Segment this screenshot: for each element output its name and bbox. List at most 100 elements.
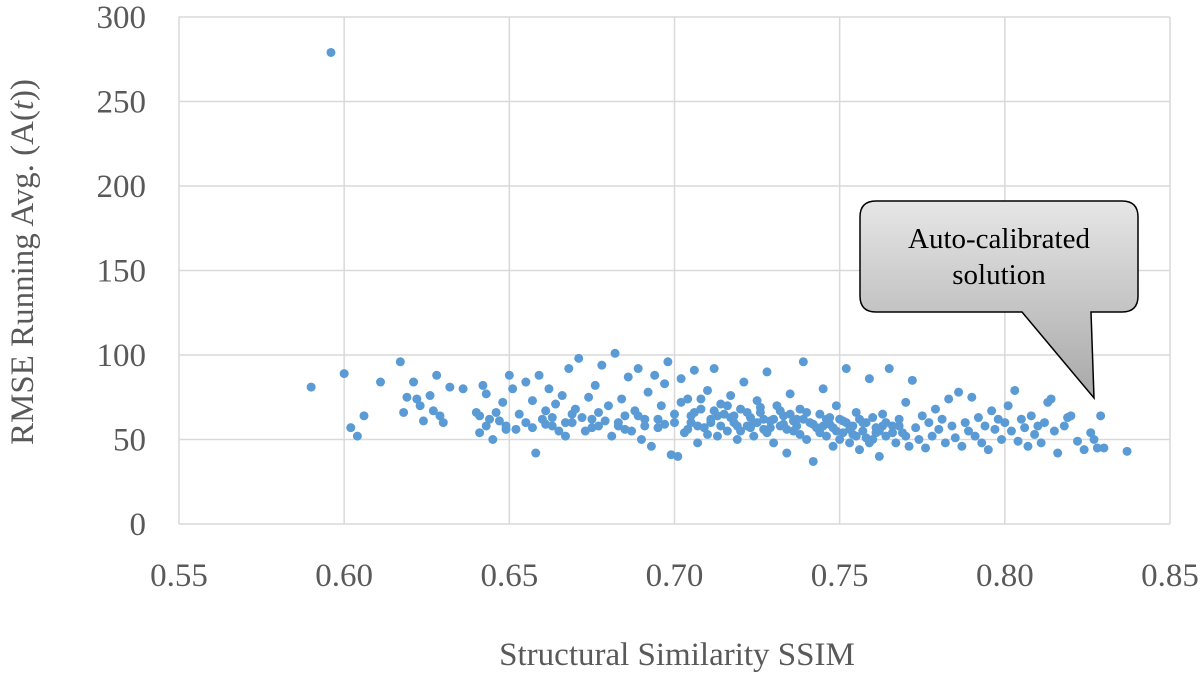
data-point	[623, 372, 633, 382]
data-point	[987, 406, 997, 416]
data-point	[521, 418, 531, 428]
data-point	[521, 377, 531, 387]
data-point	[914, 435, 924, 444]
data-point	[954, 387, 964, 397]
data-point	[818, 421, 828, 431]
data-point	[973, 413, 983, 423]
data-point	[597, 360, 607, 370]
y-tick-label: 100	[97, 338, 147, 374]
data-point	[646, 441, 656, 451]
data-point	[901, 397, 911, 407]
data-point	[1049, 426, 1059, 436]
data-point	[428, 406, 438, 416]
data-point	[1086, 428, 1096, 438]
data-point	[636, 435, 646, 444]
data-point	[693, 438, 703, 448]
data-point	[491, 407, 501, 417]
data-point	[1099, 443, 1109, 453]
data-point	[752, 418, 762, 428]
data-point	[673, 451, 683, 461]
data-point	[703, 429, 713, 439]
callout-line-1: Auto-calibrated	[908, 223, 1090, 255]
data-point	[911, 423, 921, 433]
data-point	[352, 431, 362, 441]
data-point	[409, 377, 419, 387]
data-point	[683, 394, 693, 404]
data-point	[696, 404, 706, 414]
y-tick-label: 0	[130, 507, 147, 543]
data-point	[1096, 411, 1106, 421]
data-point	[1089, 435, 1099, 444]
data-point	[554, 426, 564, 436]
data-point	[306, 382, 316, 392]
data-point	[1073, 436, 1083, 446]
data-point	[712, 411, 722, 421]
data-point	[1092, 443, 1102, 453]
data-point	[481, 389, 491, 399]
x-tick-label: 0.85	[1141, 558, 1199, 594]
data-point	[947, 421, 957, 431]
data-point	[722, 426, 732, 436]
data-point	[633, 411, 643, 421]
data-point	[425, 391, 435, 401]
x-tick-label: 0.65	[480, 558, 538, 594]
data-point	[670, 418, 679, 428]
data-point	[831, 426, 841, 436]
data-point	[1013, 436, 1023, 446]
data-point	[670, 409, 679, 419]
data-point	[779, 419, 789, 429]
data-point	[967, 392, 977, 402]
data-point	[541, 419, 551, 429]
data-point	[838, 416, 848, 426]
data-point	[574, 353, 584, 363]
data-point	[1006, 426, 1016, 436]
y-axis-title: RMSE Running Avg. (A(t))	[5, 79, 41, 445]
data-point	[749, 431, 759, 441]
data-point	[927, 431, 937, 441]
data-point	[590, 380, 600, 390]
data-point	[802, 435, 812, 444]
data-point	[1066, 411, 1076, 421]
data-point	[864, 374, 874, 384]
data-point	[607, 431, 617, 441]
data-point	[560, 431, 570, 441]
data-point	[689, 365, 699, 375]
data-point	[785, 389, 795, 399]
data-point	[660, 419, 670, 429]
data-point	[633, 364, 643, 374]
data-point	[485, 414, 495, 424]
data-point	[802, 407, 812, 417]
data-point	[808, 456, 818, 466]
data-point	[709, 364, 719, 374]
data-point	[1030, 429, 1040, 439]
data-point	[726, 413, 736, 423]
data-point	[534, 370, 544, 380]
data-point	[600, 416, 610, 426]
data-point	[1003, 401, 1013, 411]
data-point	[706, 418, 716, 428]
data-point	[878, 409, 888, 419]
data-point	[432, 370, 442, 380]
data-point	[845, 424, 855, 434]
data-point	[418, 416, 428, 426]
data-point	[643, 387, 653, 397]
data-point	[937, 414, 947, 424]
data-point	[475, 428, 485, 438]
x-tick-label: 0.60	[315, 558, 373, 594]
data-point	[798, 414, 808, 424]
y-tick-label: 300	[97, 0, 147, 36]
data-point	[1020, 423, 1030, 433]
data-point	[1122, 446, 1132, 456]
data-point	[917, 411, 927, 421]
data-point	[970, 431, 980, 441]
x-tick-labels: 0.55 0.60 0.65 0.70 0.75 0.80 0.85	[150, 558, 1199, 594]
data-point	[650, 370, 660, 380]
data-point	[475, 411, 485, 421]
data-point	[610, 348, 620, 358]
data-point	[676, 374, 686, 384]
data-point	[835, 435, 845, 444]
data-point	[1039, 418, 1049, 428]
data-point	[878, 421, 888, 431]
data-point	[527, 396, 537, 406]
